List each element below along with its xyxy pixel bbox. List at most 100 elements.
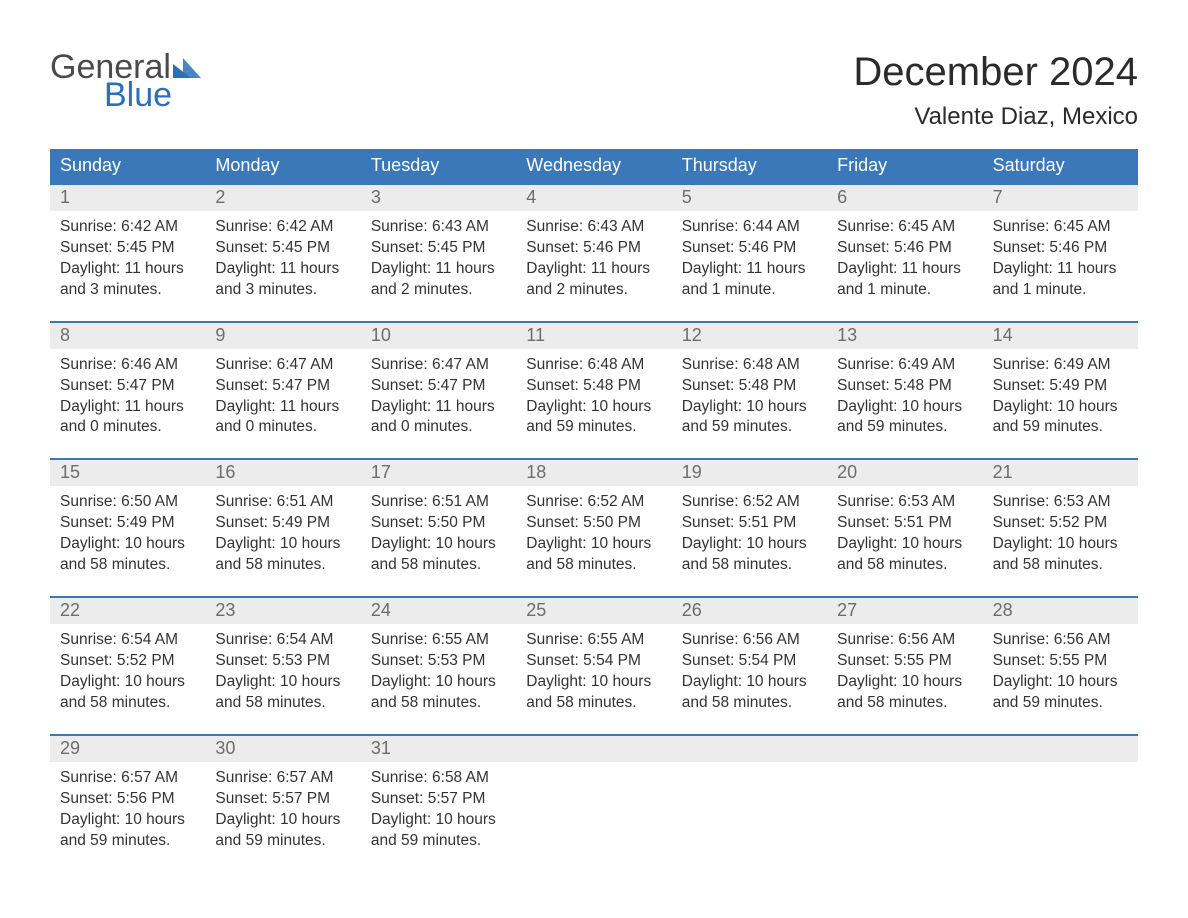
daylight-text-2: and 58 minutes.: [60, 693, 195, 714]
day-number: 9: [205, 323, 360, 349]
day-number-row: 891011121314: [50, 323, 1138, 349]
sunset-text: Sunset: 5:48 PM: [526, 376, 661, 397]
daylight-text-1: Daylight: 10 hours: [993, 397, 1128, 418]
daylight-text-1: Daylight: 10 hours: [682, 397, 817, 418]
day-cell: Sunrise: 6:54 AMSunset: 5:53 PMDaylight:…: [205, 624, 360, 718]
day-number: 27: [827, 598, 982, 624]
sunrise-text: Sunrise: 6:56 AM: [993, 630, 1128, 651]
sunrise-text: Sunrise: 6:44 AM: [682, 217, 817, 238]
day-cell: Sunrise: 6:44 AMSunset: 5:46 PMDaylight:…: [672, 211, 827, 305]
daylight-text-2: and 58 minutes.: [526, 555, 661, 576]
sunset-text: Sunset: 5:47 PM: [215, 376, 350, 397]
sunset-text: Sunset: 5:50 PM: [371, 513, 506, 534]
sunset-text: Sunset: 5:47 PM: [60, 376, 195, 397]
sunrise-text: Sunrise: 6:54 AM: [60, 630, 195, 651]
day-cell: Sunrise: 6:54 AMSunset: 5:52 PMDaylight:…: [50, 624, 205, 718]
daylight-text-2: and 58 minutes.: [371, 693, 506, 714]
day-cell: Sunrise: 6:42 AMSunset: 5:45 PMDaylight:…: [50, 211, 205, 305]
day-cell: Sunrise: 6:48 AMSunset: 5:48 PMDaylight:…: [672, 349, 827, 443]
daylight-text-2: and 2 minutes.: [371, 280, 506, 301]
daylight-text-2: and 0 minutes.: [215, 417, 350, 438]
day-number: 7: [983, 185, 1138, 211]
daylight-text-2: and 58 minutes.: [682, 555, 817, 576]
sunrise-text: Sunrise: 6:45 AM: [993, 217, 1128, 238]
sunrise-text: Sunrise: 6:51 AM: [215, 492, 350, 513]
day-number: [516, 736, 671, 762]
day-number: 21: [983, 460, 1138, 486]
day-cell: Sunrise: 6:47 AMSunset: 5:47 PMDaylight:…: [205, 349, 360, 443]
daylight-text-1: Daylight: 10 hours: [371, 534, 506, 555]
daylight-text-2: and 0 minutes.: [371, 417, 506, 438]
sunset-text: Sunset: 5:46 PM: [837, 238, 972, 259]
sunset-text: Sunset: 5:52 PM: [60, 651, 195, 672]
daylight-text-1: Daylight: 10 hours: [215, 534, 350, 555]
day-number: 28: [983, 598, 1138, 624]
day-number: 23: [205, 598, 360, 624]
sunset-text: Sunset: 5:50 PM: [526, 513, 661, 534]
sunrise-text: Sunrise: 6:54 AM: [215, 630, 350, 651]
sunset-text: Sunset: 5:46 PM: [682, 238, 817, 259]
day-number: 31: [361, 736, 516, 762]
daylight-text-2: and 1 minute.: [837, 280, 972, 301]
daylight-text-2: and 58 minutes.: [60, 555, 195, 576]
daylight-text-2: and 58 minutes.: [215, 555, 350, 576]
daylight-text-2: and 59 minutes.: [215, 831, 350, 852]
daylight-text-1: Daylight: 10 hours: [60, 672, 195, 693]
sunset-text: Sunset: 5:45 PM: [60, 238, 195, 259]
day-cell: [672, 762, 827, 856]
daylight-text-1: Daylight: 10 hours: [837, 672, 972, 693]
day-number-row: 15161718192021: [50, 460, 1138, 486]
sunset-text: Sunset: 5:55 PM: [993, 651, 1128, 672]
sunrise-text: Sunrise: 6:47 AM: [371, 355, 506, 376]
day-cell: Sunrise: 6:58 AMSunset: 5:57 PMDaylight:…: [361, 762, 516, 856]
sunrise-text: Sunrise: 6:46 AM: [60, 355, 195, 376]
calendar-week: 22232425262728Sunrise: 6:54 AMSunset: 5:…: [50, 596, 1138, 718]
sunrise-text: Sunrise: 6:58 AM: [371, 768, 506, 789]
day-number: 2: [205, 185, 360, 211]
weekday-header: Friday: [827, 149, 982, 183]
daylight-text-1: Daylight: 10 hours: [526, 397, 661, 418]
sunrise-text: Sunrise: 6:49 AM: [993, 355, 1128, 376]
day-number: 12: [672, 323, 827, 349]
weekday-header: Monday: [205, 149, 360, 183]
sunset-text: Sunset: 5:55 PM: [837, 651, 972, 672]
daylight-text-1: Daylight: 10 hours: [526, 534, 661, 555]
sunrise-text: Sunrise: 6:57 AM: [60, 768, 195, 789]
day-number: 17: [361, 460, 516, 486]
day-number: [827, 736, 982, 762]
day-cell: Sunrise: 6:51 AMSunset: 5:49 PMDaylight:…: [205, 486, 360, 580]
day-cell: Sunrise: 6:57 AMSunset: 5:57 PMDaylight:…: [205, 762, 360, 856]
daylight-text-2: and 3 minutes.: [215, 280, 350, 301]
title-block: December 2024 Valente Diaz, Mexico: [853, 50, 1138, 131]
day-number: 13: [827, 323, 982, 349]
sunset-text: Sunset: 5:57 PM: [215, 789, 350, 810]
day-number: 10: [361, 323, 516, 349]
weekday-header: Wednesday: [516, 149, 671, 183]
calendar-week: 1234567Sunrise: 6:42 AMSunset: 5:45 PMDa…: [50, 183, 1138, 305]
day-cell: Sunrise: 6:50 AMSunset: 5:49 PMDaylight:…: [50, 486, 205, 580]
day-cell: Sunrise: 6:56 AMSunset: 5:55 PMDaylight:…: [983, 624, 1138, 718]
sunrise-text: Sunrise: 6:55 AM: [526, 630, 661, 651]
calendar-week: 891011121314Sunrise: 6:46 AMSunset: 5:47…: [50, 321, 1138, 443]
day-cell: Sunrise: 6:45 AMSunset: 5:46 PMDaylight:…: [827, 211, 982, 305]
day-number-row: 293031: [50, 736, 1138, 762]
sunset-text: Sunset: 5:45 PM: [215, 238, 350, 259]
weekday-header-row: SundayMondayTuesdayWednesdayThursdayFrid…: [50, 149, 1138, 183]
daylight-text-1: Daylight: 11 hours: [215, 259, 350, 280]
daylight-text-1: Daylight: 10 hours: [215, 810, 350, 831]
sunrise-text: Sunrise: 6:42 AM: [60, 217, 195, 238]
logo-text-blue: Blue: [104, 78, 201, 112]
daylight-text-1: Daylight: 10 hours: [60, 810, 195, 831]
daylight-text-1: Daylight: 10 hours: [837, 397, 972, 418]
sunrise-text: Sunrise: 6:53 AM: [837, 492, 972, 513]
sunset-text: Sunset: 5:49 PM: [215, 513, 350, 534]
daylight-text-2: and 59 minutes.: [371, 831, 506, 852]
sunset-text: Sunset: 5:46 PM: [526, 238, 661, 259]
daylight-text-2: and 2 minutes.: [526, 280, 661, 301]
sunrise-text: Sunrise: 6:45 AM: [837, 217, 972, 238]
daylight-text-1: Daylight: 11 hours: [60, 397, 195, 418]
month-title: December 2024: [853, 50, 1138, 95]
daylight-text-2: and 58 minutes.: [993, 555, 1128, 576]
day-cell: Sunrise: 6:55 AMSunset: 5:54 PMDaylight:…: [516, 624, 671, 718]
sunset-text: Sunset: 5:51 PM: [837, 513, 972, 534]
